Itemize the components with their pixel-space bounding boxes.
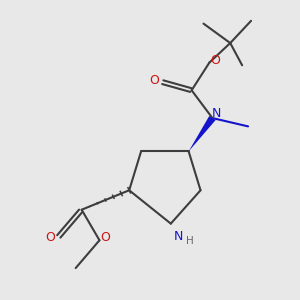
Text: O: O <box>149 74 159 87</box>
Text: N: N <box>211 107 221 120</box>
Polygon shape <box>189 116 216 152</box>
Text: N: N <box>173 230 183 243</box>
Text: O: O <box>211 54 220 67</box>
Text: H: H <box>186 236 194 246</box>
Text: O: O <box>100 231 110 244</box>
Text: O: O <box>46 231 56 244</box>
